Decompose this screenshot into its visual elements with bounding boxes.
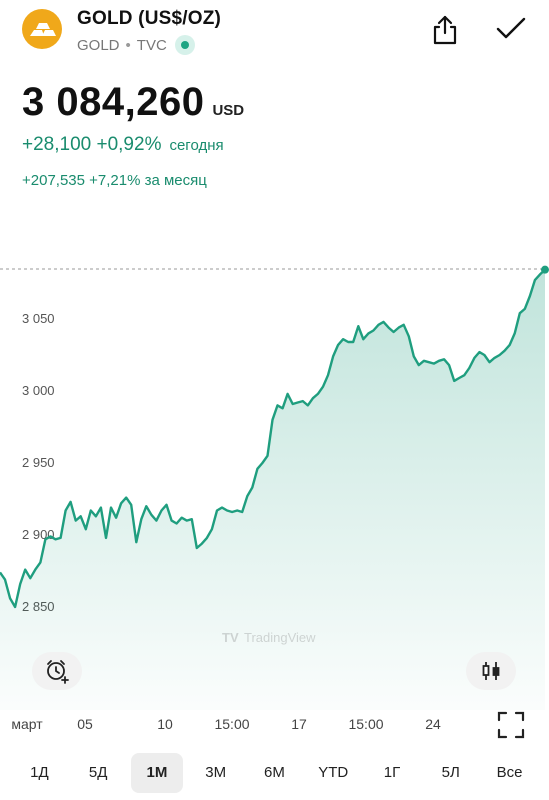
range-3m[interactable]: 3М [205, 764, 227, 781]
range-ytd[interactable]: YTD [318, 764, 349, 781]
last-price-dot [541, 265, 549, 274]
range-5y[interactable]: 5Л [441, 764, 460, 781]
y-tick-bg [18, 381, 64, 399]
price-row: 3 084,260 USD [22, 80, 244, 125]
y-tick-label: 2 950 [22, 455, 55, 470]
change-month: +207,535 +7,21% за месяц [22, 172, 207, 189]
range-5d[interactable]: 5Д [88, 764, 108, 781]
gold-bars-icon [22, 9, 62, 49]
y-tick-bg [18, 453, 64, 471]
price-value: 3 084,260 [22, 80, 205, 124]
candlestick-icon[interactable] [466, 652, 516, 690]
x-axis-label: март [11, 716, 43, 732]
x-axis-label: 15:00 [214, 716, 250, 732]
range-1d[interactable]: 1Д [30, 764, 49, 781]
x-axis-label: 24 [425, 716, 441, 732]
change-today: +28,100 +0,92% сегодня [22, 134, 224, 156]
x-axis: март 05 10 15:00 17 15:00 24 [0, 716, 549, 736]
range-6m[interactable]: 6М [264, 764, 285, 781]
market-open-indicator [174, 35, 195, 55]
change-today-value: +28,100 +0,92% [22, 134, 162, 155]
change-today-label: сегодня [169, 137, 224, 154]
chart-area-fill [0, 269, 545, 710]
x-axis-label: 17 [291, 716, 307, 732]
header: GOLD (US$/OZ) GOLD • TVC [0, 0, 549, 62]
svg-text:TV: TV [222, 630, 239, 645]
instrument-exchange: TVC [136, 36, 167, 54]
x-axis-label: 05 [77, 716, 93, 732]
separator: • [125, 36, 131, 54]
chart-price-line [0, 268, 546, 609]
instrument-name: GOLD (US$/OZ) [77, 8, 222, 29]
fullscreen-icon[interactable] [496, 710, 526, 740]
instrument-subtitle: GOLD • TVC [77, 35, 195, 55]
y-tick-bg [18, 309, 64, 327]
range-1m[interactable]: 1М [130, 753, 183, 793]
y-tick-label: 3 050 [22, 311, 55, 326]
alarm-plus-icon[interactable] [32, 652, 82, 690]
range-selector: 1Д 5Д 1М 3М 6М YTD 1Г 5Л Все [0, 752, 549, 794]
range-all[interactable]: Все [496, 764, 523, 781]
x-axis-label: 15:00 [348, 716, 384, 732]
range-1y[interactable]: 1Г [383, 764, 401, 781]
check-icon[interactable] [494, 14, 528, 44]
share-icon[interactable] [430, 14, 460, 46]
x-axis-label: 10 [157, 716, 173, 732]
watermark-text: TradingView [244, 630, 316, 645]
price-currency: USD [212, 102, 245, 119]
instrument-symbol: GOLD [77, 36, 120, 54]
tradingview-watermark: TV TradingView [222, 630, 316, 645]
y-tick-label: 3 000 [22, 383, 55, 398]
